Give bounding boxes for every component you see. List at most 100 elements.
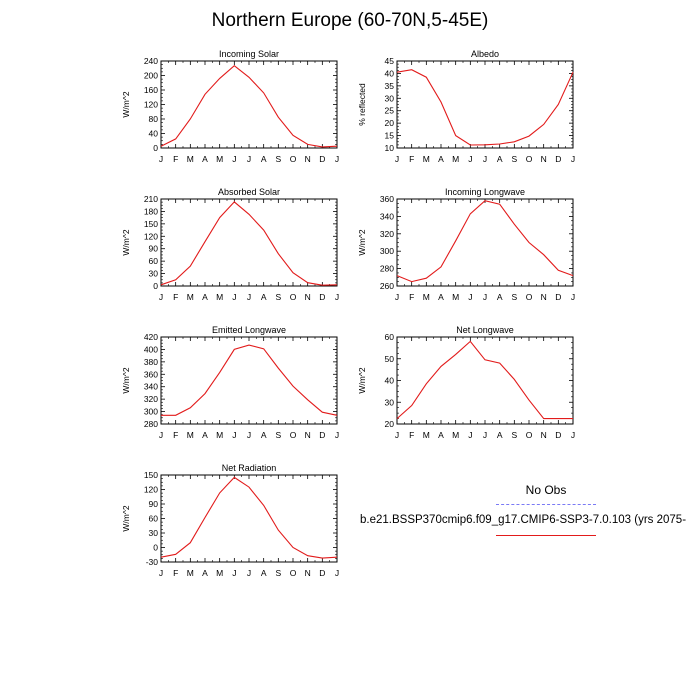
x-tick-label: F <box>409 292 414 302</box>
y-tick-label: 60 <box>149 514 159 524</box>
panel-frame <box>396 60 574 149</box>
y-tick-label: 90 <box>149 499 159 509</box>
x-tick-label: J <box>571 154 575 164</box>
y-tick-label: 360 <box>144 369 158 379</box>
y-tick-label: 280 <box>144 419 158 429</box>
y-tick-label: 180 <box>144 206 158 216</box>
y-tick-label: 10 <box>385 143 395 153</box>
y-tick-label: 300 <box>380 246 394 256</box>
panel-title: Incoming Solar <box>219 49 279 59</box>
x-tick-label: D <box>555 430 561 440</box>
panel-title: Absorbed Solar <box>218 187 280 197</box>
y-tick-label: 40 <box>385 376 395 386</box>
y-tick-label: 0 <box>153 543 158 553</box>
y-tick-label: 0 <box>153 143 158 153</box>
x-tick-label: J <box>159 568 163 578</box>
x-tick-label: J <box>468 430 472 440</box>
x-tick-label: J <box>468 154 472 164</box>
x-tick-label: N <box>305 292 311 302</box>
y-tick-label: 260 <box>380 281 394 291</box>
y-axis-label: W/m^2 <box>121 91 131 117</box>
y-tick-label: 400 <box>144 344 158 354</box>
x-tick-label: A <box>261 568 267 578</box>
x-tick-label: D <box>319 568 325 578</box>
x-tick-label: A <box>497 154 503 164</box>
y-tick-label: 40 <box>385 68 395 78</box>
x-tick-label: J <box>395 430 399 440</box>
panel-title: Incoming Longwave <box>445 187 525 197</box>
y-tick-label: 90 <box>149 244 159 254</box>
panel-title: Net Radiation <box>222 463 277 473</box>
x-tick-label: N <box>305 568 311 578</box>
x-tick-label: J <box>335 154 339 164</box>
y-tick-label: 120 <box>144 231 158 241</box>
panel-frame <box>396 336 574 425</box>
x-tick-label: O <box>290 154 297 164</box>
x-tick-label: J <box>335 568 339 578</box>
x-tick-label: J <box>232 154 236 164</box>
x-tick-label: A <box>202 292 208 302</box>
y-tick-label: 35 <box>385 81 395 91</box>
x-tick-label: J <box>159 430 163 440</box>
y-tick-label: 420 <box>144 332 158 342</box>
x-tick-label: D <box>555 154 561 164</box>
x-tick-label: O <box>290 292 297 302</box>
x-tick-label: M <box>423 154 430 164</box>
x-tick-label: J <box>483 154 487 164</box>
y-tick-label: 150 <box>144 470 158 480</box>
x-tick-label: N <box>305 154 311 164</box>
y-tick-label: 0 <box>153 281 158 291</box>
x-tick-label: A <box>438 292 444 302</box>
x-tick-label: J <box>395 292 399 302</box>
x-tick-label: J <box>571 292 575 302</box>
series-line <box>396 200 574 283</box>
y-tick-label: 280 <box>380 264 394 274</box>
series-line <box>161 344 338 416</box>
y-tick-label: -30 <box>146 557 159 567</box>
x-tick-label: F <box>173 154 178 164</box>
y-tick-label: 380 <box>144 357 158 367</box>
panel-frame <box>160 60 338 149</box>
x-tick-label: N <box>305 430 311 440</box>
x-tick-label: M <box>423 430 430 440</box>
series-line <box>396 340 573 420</box>
y-tick-label: 200 <box>144 71 158 81</box>
y-tick-label: 15 <box>385 131 395 141</box>
x-tick-label: J <box>247 568 251 578</box>
panel-frame <box>160 198 338 287</box>
x-tick-label: S <box>275 568 281 578</box>
x-tick-label: N <box>541 292 547 302</box>
x-tick-label: J <box>247 154 251 164</box>
x-tick-label: M <box>452 430 459 440</box>
x-tick-label: S <box>511 430 517 440</box>
x-tick-label: J <box>232 568 236 578</box>
x-tick-label: D <box>555 292 561 302</box>
panel-frame <box>160 474 338 563</box>
panel-title: Net Longwave <box>456 325 514 335</box>
panel-frame <box>396 198 574 287</box>
x-tick-label: S <box>511 154 517 164</box>
y-tick-label: 120 <box>144 485 158 495</box>
x-tick-label: M <box>452 292 459 302</box>
y-axis-label: % reflected <box>357 83 367 126</box>
x-tick-label: N <box>541 154 547 164</box>
x-tick-label: M <box>216 568 223 578</box>
legend-model-label: b.e21.BSSP370cmip6.f09_g17.CMIP6-SSP3-7.… <box>360 514 687 526</box>
y-tick-label: 340 <box>144 382 158 392</box>
x-tick-label: J <box>159 154 163 164</box>
x-tick-label: F <box>173 292 178 302</box>
x-tick-label: S <box>275 430 281 440</box>
x-tick-label: F <box>173 568 178 578</box>
x-tick-label: M <box>187 568 194 578</box>
panel-frame <box>160 336 338 425</box>
y-tick-label: 80 <box>149 114 159 124</box>
x-tick-label: S <box>275 154 281 164</box>
series-line <box>160 201 338 286</box>
x-tick-label: J <box>483 292 487 302</box>
y-tick-label: 20 <box>385 118 395 128</box>
y-tick-label: 25 <box>385 106 395 116</box>
